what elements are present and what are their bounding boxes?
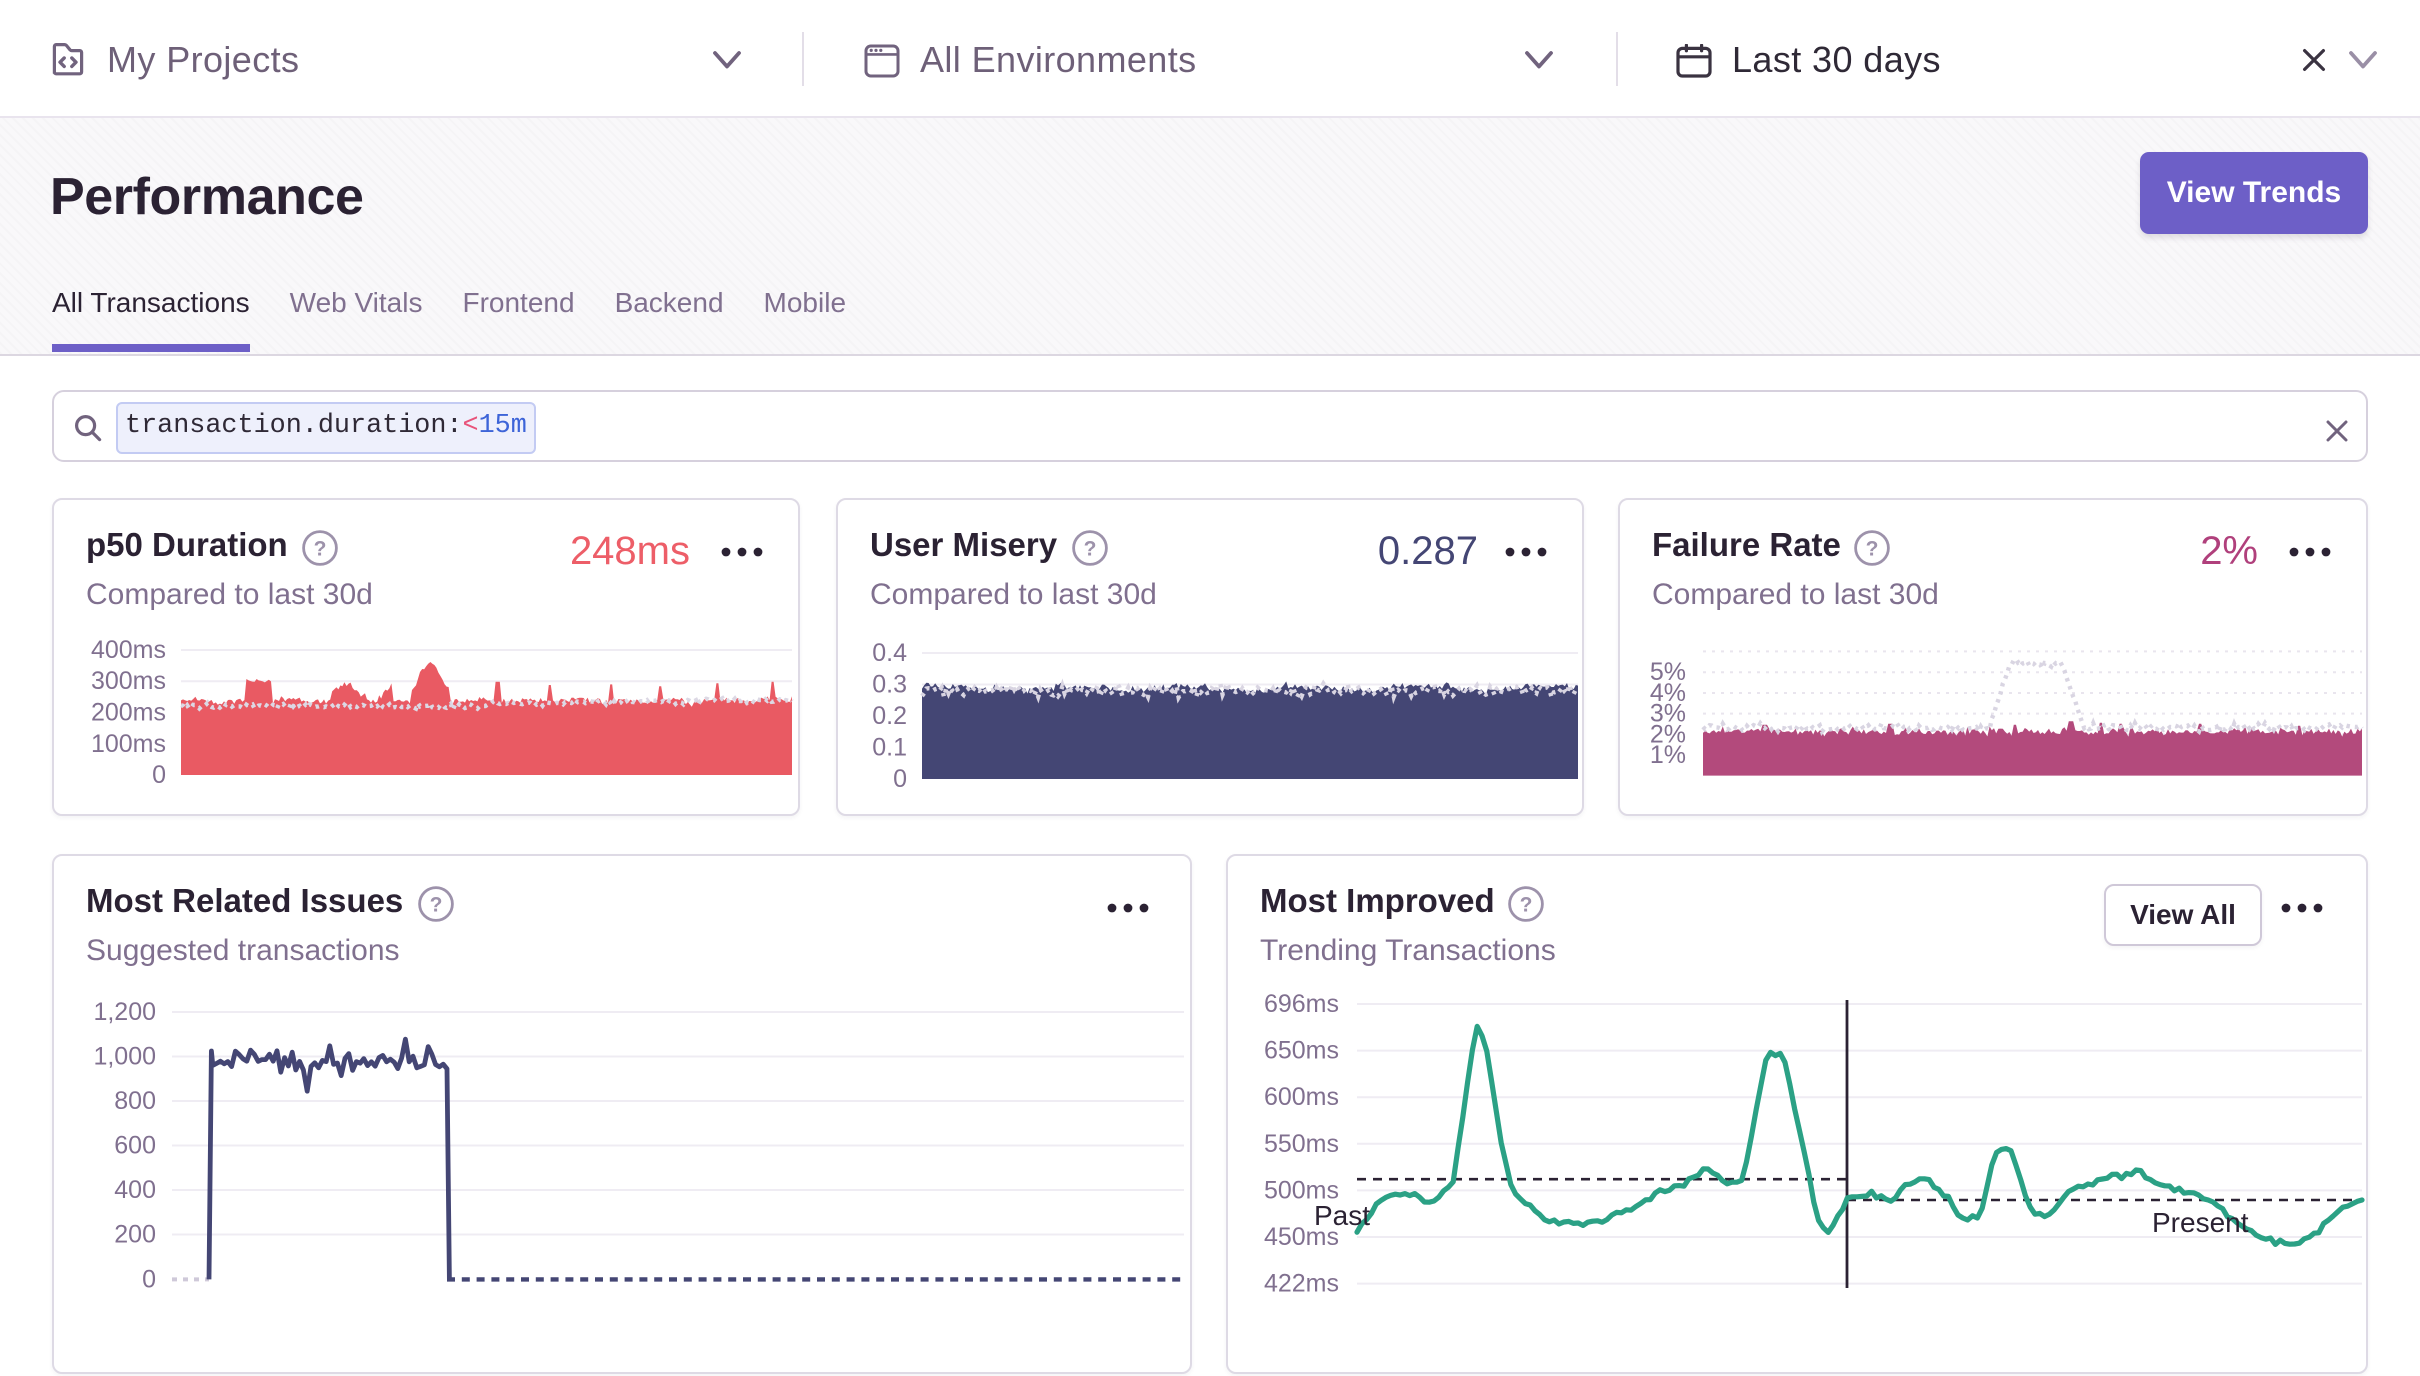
svg-text:?: ? [1083, 537, 1096, 560]
svg-text:800: 800 [114, 1087, 156, 1115]
svg-text:?: ? [429, 893, 442, 916]
svg-text:600: 600 [114, 1132, 156, 1160]
svg-text:?: ? [1520, 893, 1533, 916]
svg-text:300ms: 300ms [91, 667, 166, 695]
svg-text:422ms: 422ms [1264, 1270, 1339, 1298]
svg-text:Present: Present [2152, 1207, 2249, 1238]
svg-text:Past: Past [1314, 1200, 1370, 1231]
svg-text:5%: 5% [1650, 658, 1686, 686]
svg-text:0: 0 [893, 765, 907, 793]
svg-text:400ms: 400ms [91, 636, 166, 664]
svg-text:0: 0 [152, 761, 166, 789]
svg-text:650ms: 650ms [1264, 1037, 1339, 1065]
svg-text:3%: 3% [1650, 700, 1686, 728]
svg-text:?: ? [1866, 537, 1879, 560]
svg-text:0.2: 0.2 [872, 702, 907, 730]
svg-text:?: ? [313, 537, 326, 560]
svg-text:600ms: 600ms [1264, 1083, 1339, 1111]
svg-text:100ms: 100ms [91, 730, 166, 758]
svg-text:2%: 2% [1650, 720, 1686, 748]
svg-text:500ms: 500ms [1264, 1176, 1339, 1204]
svg-text:0.1: 0.1 [872, 734, 907, 762]
svg-text:200: 200 [114, 1221, 156, 1249]
svg-text:1,200: 1,200 [93, 998, 156, 1026]
svg-text:1%: 1% [1650, 741, 1686, 769]
svg-text:450ms: 450ms [1264, 1223, 1339, 1251]
svg-text:0.4: 0.4 [872, 639, 907, 667]
svg-text:696ms: 696ms [1264, 990, 1339, 1018]
svg-text:550ms: 550ms [1264, 1130, 1339, 1158]
svg-text:4%: 4% [1650, 679, 1686, 707]
svg-text:400: 400 [114, 1176, 156, 1204]
svg-text:1,000: 1,000 [93, 1043, 156, 1071]
svg-text:0: 0 [142, 1265, 156, 1293]
svg-text:0.3: 0.3 [872, 671, 907, 699]
svg-text:200ms: 200ms [91, 698, 166, 726]
